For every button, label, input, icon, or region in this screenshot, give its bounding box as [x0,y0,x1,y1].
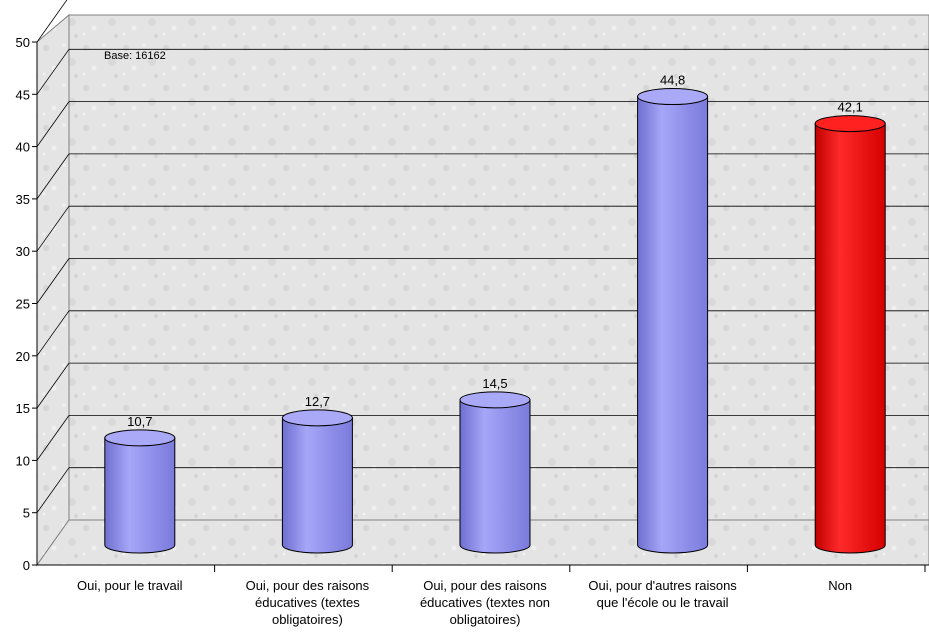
gridline-side [36,467,70,513]
data-label: 14,5 [482,376,507,391]
bar: 14,5 [459,376,531,554]
y-tick-label: 45 [16,87,30,102]
gridline-side [36,49,70,95]
base-annotation: Base: 16162 [104,50,166,62]
x-axis-ticks [214,565,926,572]
gridline-side [36,153,70,200]
data-label: 44,8 [660,73,685,88]
y-tick-label: 40 [16,140,30,155]
bars: 10,7 12,7 14,5 44,8 42,1 [104,73,886,554]
gridline-side [36,415,70,461]
x-tick-label: Oui, pour des raisons éducatives (textes… [419,578,551,627]
side-wall [36,13,70,567]
y-axis-ticks: 0 5 10 15 20 25 30 35 40 45 50 [16,35,37,573]
y-tick-label: 15 [16,401,30,416]
y-tick-label: 25 [16,297,30,312]
y-tick-label: 10 [16,453,30,468]
bar: 42,1 [814,100,886,554]
bar-cylinder-body [459,399,531,554]
bar: 44,8 [637,73,709,554]
y-tick-label: 35 [16,192,30,207]
gridline-side [36,258,70,304]
y-tick-label: 30 [16,244,30,259]
bar-cylinder-body [104,437,176,554]
y-tick-label: 0 [23,558,30,573]
y-tick-label: 5 [23,506,30,521]
gridline-side [36,310,70,357]
x-tick-label: Oui, pour des raisons éducatives (textes… [245,578,370,627]
bar-cylinder-top [104,429,176,447]
y-tick-label: 20 [16,349,30,364]
bar-cylinder-top [637,88,709,106]
x-tick-label: Oui, pour d'autres raisons que l'école o… [588,578,737,610]
bar-cylinder-body [637,96,709,554]
data-label: 10,7 [127,414,152,429]
y-tick-label: 50 [16,35,30,50]
bar: 12,7 [281,394,353,554]
bar-cylinder-top [281,409,353,427]
bar: 10,7 [104,414,176,554]
gridline-side [36,205,70,252]
x-tick-label: Non [828,578,853,593]
gridline-side [36,0,68,43]
data-label: 12,7 [305,394,330,409]
data-label: 42,1 [838,100,863,115]
bar-cylinder-top [459,391,531,409]
gridline-side [36,101,70,147]
gridline-side [36,362,70,409]
bar-cylinder-body [814,123,886,554]
x-tick-label: Oui, pour le travail [77,578,183,593]
bar-cylinder-body [281,417,353,554]
gridlines [36,0,929,513]
bar-cylinder-top [814,115,886,133]
